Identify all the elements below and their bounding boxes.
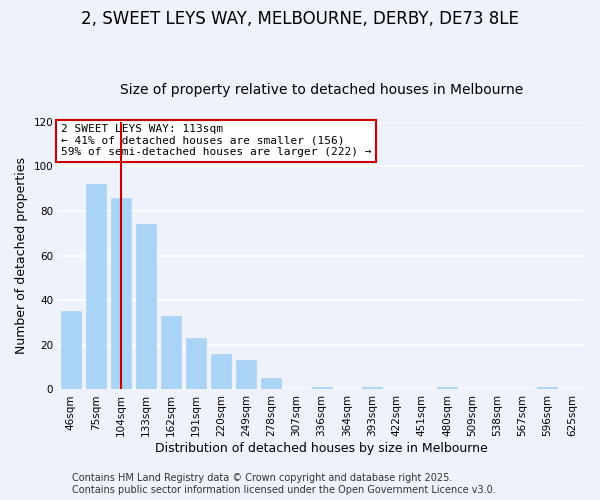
Bar xyxy=(61,312,81,390)
Y-axis label: Number of detached properties: Number of detached properties xyxy=(15,157,28,354)
Bar xyxy=(437,387,457,390)
Bar xyxy=(186,338,206,390)
Bar xyxy=(311,387,332,390)
X-axis label: Distribution of detached houses by size in Melbourne: Distribution of detached houses by size … xyxy=(155,442,488,455)
Bar xyxy=(111,198,131,390)
Bar xyxy=(136,224,156,390)
Bar xyxy=(362,387,382,390)
Bar xyxy=(86,184,106,390)
Text: 2, SWEET LEYS WAY, MELBOURNE, DERBY, DE73 8LE: 2, SWEET LEYS WAY, MELBOURNE, DERBY, DE7… xyxy=(81,10,519,28)
Bar xyxy=(236,360,256,390)
Title: Size of property relative to detached houses in Melbourne: Size of property relative to detached ho… xyxy=(120,83,523,97)
Text: 2 SWEET LEYS WAY: 113sqm
← 41% of detached houses are smaller (156)
59% of semi-: 2 SWEET LEYS WAY: 113sqm ← 41% of detach… xyxy=(61,124,371,157)
Bar xyxy=(161,316,181,390)
Bar xyxy=(262,378,281,390)
Bar xyxy=(538,387,557,390)
Text: Contains HM Land Registry data © Crown copyright and database right 2025.
Contai: Contains HM Land Registry data © Crown c… xyxy=(72,474,496,495)
Bar xyxy=(211,354,231,390)
